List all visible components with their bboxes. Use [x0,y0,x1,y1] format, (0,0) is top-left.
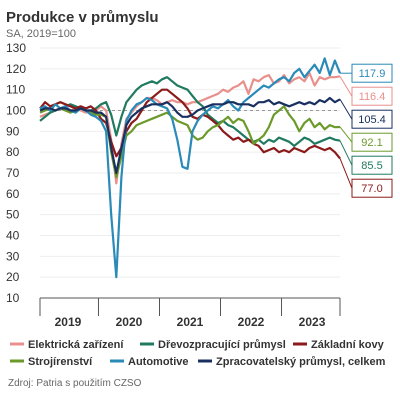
x-tick-label: 2023 [299,315,326,329]
y-tick-label: 130 [6,41,26,55]
chart-subtitle: SA, 2019=100 [6,28,76,40]
source-note: Zdroj: Patria s použitím CZSO [8,378,142,389]
x-tick-label: 2019 [55,315,82,329]
y-tick-label: 60 [6,187,20,201]
y-tick-label: 100 [6,104,26,118]
end-label-box [351,132,393,152]
y-tick-label: 30 [6,249,20,263]
y-tick-label: 120 [6,62,26,76]
legend: Elektrická zařízení Dřevozpracující průmy… [10,339,386,368]
end-label: 92.1 [361,137,382,149]
y-tick-label: 20 [6,270,20,284]
y-tick-label: 70 [6,166,20,180]
end-label: 77.0 [361,183,382,195]
series-line [39,96,341,175]
end-label-connector [339,98,353,120]
legend-label: Dřevozpracující průmysl [158,339,286,351]
end-label-connector [339,140,353,166]
legend-label: Základní kovy [311,339,385,351]
y-axis: 10 20 30 40 50 60 70 80 90 100 110 120 130 [6,41,26,305]
end-label-connector [339,76,353,97]
end-label: 116.4 [359,91,386,103]
grid [40,47,340,299]
end-label-box [351,178,393,198]
end-label-box [351,63,393,83]
end-label-box [351,155,393,175]
legend-label: Automotive [128,356,189,368]
y-tick-label: 40 [6,229,20,243]
y-tick-label: 90 [6,124,20,138]
series-line [39,57,342,279]
legend-label: Strojírenství [28,356,93,368]
legend-label: Zpracovatelský průmysl, celkem [216,356,386,368]
end-label: 105.4 [358,114,386,126]
x-tick-label: 2020 [116,315,143,329]
x-axis: 2019 2020 2021 2022 2023 [39,297,341,329]
series-lines [39,57,342,279]
x-tick-label: 2022 [238,315,265,329]
x-tick-label: 2021 [177,315,204,329]
end-labels: 117.9 116.4 105.4 92.1 85.5 77.0 [339,63,393,198]
chart-title: Produkce v průmyslu [6,9,159,26]
y-tick-label: 10 [6,291,20,305]
series-line [39,105,341,179]
end-label-connector [339,158,353,189]
legend-label: Elektrická zařízení [28,339,124,351]
series-line [39,88,341,160]
y-tick-label: 50 [6,208,20,222]
end-label-connector [339,126,353,143]
end-label-box [351,109,393,129]
end-label-box [351,86,393,106]
y-tick-label: 80 [6,145,20,159]
y-tick-label: 110 [6,83,25,97]
end-label: 85.5 [361,160,382,172]
end-label: 117.9 [359,68,386,80]
